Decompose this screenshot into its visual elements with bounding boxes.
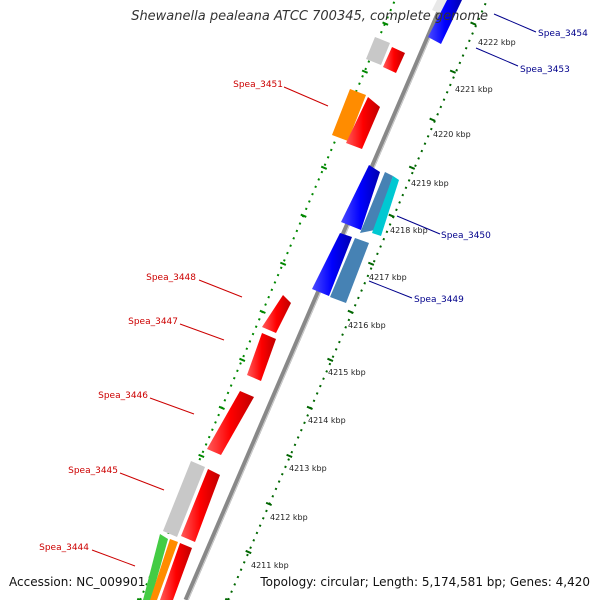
callout-3445 xyxy=(119,472,165,491)
outer-tick xyxy=(198,453,205,459)
inner-tick xyxy=(286,453,293,459)
gene-label-spea-3448: Spea_3448 xyxy=(146,273,196,283)
inner-tick xyxy=(265,501,273,507)
inner-tick-marks xyxy=(224,21,477,600)
map-title: Shewanella pealeana ATCC 700345, complet… xyxy=(131,9,488,24)
inner-tick xyxy=(245,549,252,555)
scale-labels: 4211 kbp 4212 kbp 4213 kbp 4214 kbp 4215… xyxy=(251,38,516,570)
outer-tick xyxy=(218,405,225,410)
inner-tick xyxy=(449,69,457,74)
inner-tick xyxy=(408,165,416,170)
outer-tick xyxy=(239,357,246,362)
scale-label-4212: 4212 kbp xyxy=(270,513,308,522)
outer-tick xyxy=(300,213,307,218)
topology-summary: Topology: circular; Length: 5,174,581 bp… xyxy=(260,575,590,589)
gene-red-3451 xyxy=(346,97,380,149)
callout-3446 xyxy=(149,397,195,415)
gene-blue-3450 xyxy=(341,165,380,230)
genome-backbone xyxy=(183,0,447,600)
gene-grey-3445 xyxy=(163,461,205,537)
gene-label-spea-3454: Spea_3454 xyxy=(538,29,588,39)
accession-text: Accession: NC_009901 xyxy=(9,575,146,589)
callout-3454 xyxy=(493,13,537,33)
callout-3450 xyxy=(396,215,441,235)
inner-tick xyxy=(327,357,334,362)
callout-3447 xyxy=(179,323,225,341)
outer-tick xyxy=(382,21,389,26)
inner-tick xyxy=(224,597,231,600)
outer-tick xyxy=(136,597,143,600)
gene-label-spea-3446: Spea_3446 xyxy=(98,391,148,401)
gene-steel-3449 xyxy=(330,238,369,303)
callout-3448 xyxy=(198,279,243,298)
gene-grey-top xyxy=(366,37,390,65)
scale-label-4213: 4213 kbp xyxy=(289,464,327,473)
gene-red-top xyxy=(383,47,405,73)
scale-label-4219: 4219 kbp xyxy=(411,179,449,188)
inner-tick xyxy=(388,213,395,218)
inner-tick xyxy=(429,117,436,122)
gene-blue-3454 xyxy=(428,0,462,44)
outer-tick xyxy=(361,69,369,74)
gene-red-3448 xyxy=(262,295,291,333)
gene-label-spea-3453: Spea_3453 xyxy=(520,65,570,75)
callout-3453 xyxy=(475,47,519,67)
callout-3449 xyxy=(368,280,413,299)
scale-label-4218: 4218 kbp xyxy=(390,226,428,235)
gene-red-3445 xyxy=(181,469,220,542)
scale-label-4221: 4221 kbp xyxy=(455,85,493,94)
genome-backbone-highlight xyxy=(187,0,447,600)
inner-tick xyxy=(306,405,313,410)
scale-label-4220: 4220 kbp xyxy=(433,130,471,139)
gene-label-spea-3444: Spea_3444 xyxy=(39,543,89,553)
gene-red-3444 xyxy=(160,543,192,600)
gene-labels: Spea_3451 Spea_3448 Spea_3447 Spea_3446 … xyxy=(39,29,588,553)
outer-tick xyxy=(259,309,266,314)
scale-label-4216: 4216 kbp xyxy=(348,321,386,330)
outer-tick xyxy=(320,165,328,170)
gene-blue-3449 xyxy=(312,233,352,296)
gene-label-spea-3445: Spea_3445 xyxy=(68,466,118,476)
scale-label-4211: 4211 kbp xyxy=(251,561,289,570)
gene-label-spea-3451: Spea_3451 xyxy=(233,80,283,90)
callout-3451 xyxy=(283,86,329,107)
scale-label-4215: 4215 kbp xyxy=(328,368,366,377)
gene-red-3447 xyxy=(247,333,276,381)
callout-lines xyxy=(91,13,537,567)
gene-orange-3451 xyxy=(332,89,366,141)
callout-3444 xyxy=(91,549,136,567)
reverse-genes xyxy=(312,0,462,303)
gene-cyan-3450 xyxy=(372,176,399,236)
outer-tick xyxy=(279,261,287,266)
scale-label-4214: 4214 kbp xyxy=(308,416,346,425)
gene-orange-3444 xyxy=(150,539,178,600)
gene-label-spea-3450: Spea_3450 xyxy=(441,231,491,241)
inner-tick xyxy=(470,21,477,26)
gene-red-3446 xyxy=(207,391,254,455)
gene-label-spea-3449: Spea_3449 xyxy=(414,295,464,305)
inner-tick xyxy=(347,309,354,314)
gene-label-spea-3447: Spea_3447 xyxy=(128,317,178,327)
gene-green-3444 xyxy=(143,534,168,600)
inner-dotted-ring xyxy=(227,0,488,600)
scale-label-4222: 4222 kbp xyxy=(478,38,516,47)
inner-tick xyxy=(367,261,375,266)
scale-label-4217: 4217 kbp xyxy=(369,273,407,282)
forward-genes xyxy=(143,37,405,600)
gene-steel-3450 xyxy=(360,172,393,233)
